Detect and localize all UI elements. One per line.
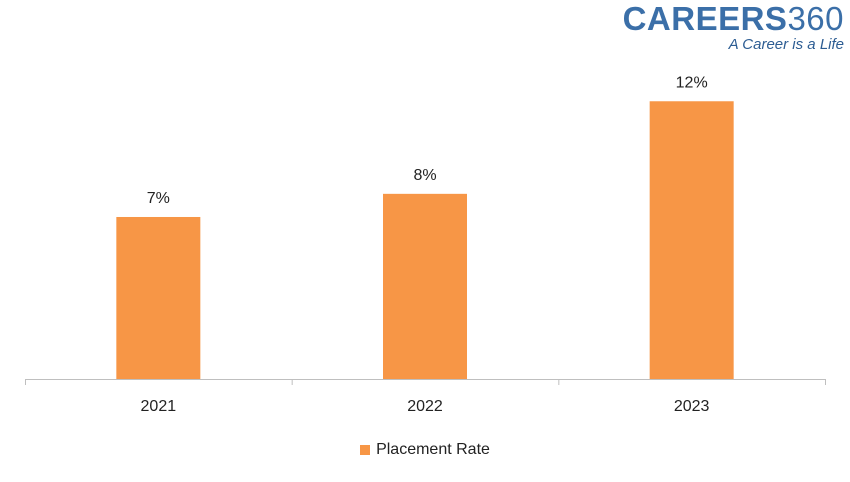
legend: Placement Rate (0, 441, 850, 459)
brand-tagline: A Career is a Life (728, 36, 844, 53)
bar-2023 (649, 101, 734, 380)
brand-logo: CAREERS360 A Career is a Life (623, 2, 844, 53)
x-tick-label-2022: 2022 (407, 398, 443, 415)
bar-2021 (116, 216, 201, 379)
brand-wordmark: CAREERS360 (623, 2, 844, 35)
data-labels-group: 7% 8% 12% (147, 74, 708, 207)
x-axis: 2021 2022 2023 (25, 379, 826, 415)
bars-group (116, 101, 734, 380)
legend-swatch (360, 445, 371, 455)
data-label-2022: 8% (413, 167, 436, 184)
bar-2022 (383, 193, 467, 379)
data-label-2023: 12% (676, 74, 708, 91)
brand-number: 360 (787, 0, 844, 37)
data-label-2021: 7% (147, 190, 170, 207)
legend-label: Placement Rate (376, 441, 490, 458)
brand-name: CAREERS (622, 0, 788, 37)
x-tick-label-2023: 2023 (674, 398, 710, 415)
x-tick-label-2021: 2021 (141, 398, 177, 415)
